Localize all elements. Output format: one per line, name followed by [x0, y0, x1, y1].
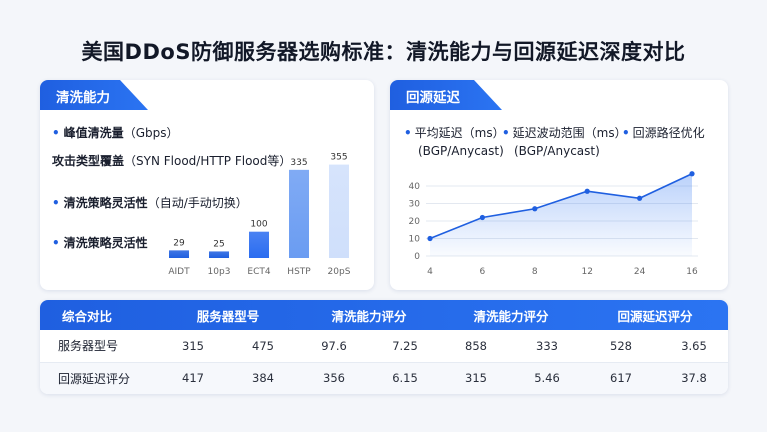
feature-detail: （Gbps） [123, 126, 179, 140]
y-tick-label: 0 [414, 252, 420, 262]
bar-value-label: 29 [173, 238, 185, 248]
table-cell: 528 [610, 338, 632, 353]
table-cell: 356 [323, 371, 345, 386]
latency-line-chart: 0 10 20 30 40 4 6 8 12 24 16 [409, 171, 698, 277]
table-cell: 315 [465, 371, 487, 386]
table-header-label: 综合对比 [62, 308, 113, 324]
feature-label: 攻击类型覆盖 [52, 154, 125, 168]
table-cell: 333 [536, 338, 558, 353]
table-header-row: 综合对比 服务器型号 清洗能力评分 清洗能力评分 回源延迟评分 [40, 300, 728, 330]
table-row: 服务器型号 315 475 97.6 7.25 858 333 528 3.65 [40, 330, 728, 362]
table-cell: 97.6 [321, 338, 347, 353]
bullet-icon: • [52, 196, 60, 210]
table-cell: 475 [252, 338, 274, 353]
feature-detail: （SYN Flood/HTTP Flood等） [124, 154, 292, 168]
data-point [637, 195, 643, 201]
bullet-icon: • [404, 126, 412, 140]
bullet-icon: • [502, 126, 510, 140]
bar [209, 251, 229, 258]
cleaning-bar-chart: 29 AIDT 25 10p3 100 ECT4 335 HSTP 355 20pS [168, 153, 351, 277]
feature-detail: （自动/手动切换） [147, 196, 248, 210]
bullet-icon: • [622, 126, 630, 140]
x-tick-label: 12 [581, 267, 592, 277]
bar-value-label: 25 [213, 239, 224, 249]
series-line [429, 173, 693, 240]
data-point [584, 188, 590, 194]
table-cell: 5.46 [534, 371, 560, 386]
comparison-table-panel: 综合对比 服务器型号 清洗能力评分 清洗能力评分 回源延迟评分 服务器型号 31… [40, 300, 728, 394]
y-tick-label: 30 [409, 200, 421, 210]
table-cell: 858 [465, 338, 487, 353]
x-tick-label: 24 [634, 267, 646, 277]
bar [289, 169, 309, 258]
x-tick-label: HSTP [287, 267, 311, 277]
table-cell: 6.15 [392, 371, 418, 386]
column-header: 回源延迟评分 [617, 308, 693, 324]
feature-policy-flexibility-2: • 清洗策略灵活性 [52, 234, 148, 251]
table-cell: 7.25 [392, 338, 418, 353]
bar [249, 231, 269, 258]
y-tick-label: 40 [409, 182, 421, 192]
row-label: 服务器型号 [58, 339, 119, 354]
bar [169, 250, 189, 258]
area-fill [430, 173, 692, 256]
y-tick-label: 20 [409, 217, 421, 227]
table-row: 回源延迟评分 417 384 356 6.15 315 5.46 617 37.… [40, 362, 728, 394]
column-header: 清洗能力评分 [473, 308, 549, 324]
feature-label: 清洗策略灵活性 [63, 196, 148, 210]
bullet-icon: • [52, 126, 60, 140]
x-tick-label: 4 [427, 267, 433, 277]
y-tick-label: 10 [409, 235, 421, 245]
legend-avg-latency-sub: (BGP/Anycast) [418, 144, 504, 158]
data-point [479, 214, 485, 221]
feature-label: 峰值清洗量 [63, 126, 124, 140]
feature-label: 清洗策略灵活性 [63, 236, 148, 250]
bullet-icon: • [52, 236, 60, 250]
legend-latency-range: • 延迟波动范围（ms） [502, 124, 627, 141]
bar-value-label: 355 [330, 153, 347, 163]
origin-latency-panel: 回源延迟 • 平均延迟（ms） (BGP/Anycast) • 延迟波动范围（ms）… [390, 80, 728, 290]
x-tick-label: 10p3 [208, 267, 231, 277]
table-cell: 3.65 [681, 338, 707, 353]
legend-avg-latency: • 平均延迟（ms） [404, 124, 505, 141]
legend-path-optimization: • 回源路径优化 [622, 124, 705, 141]
column-header: 清洗能力评分 [331, 308, 407, 324]
x-tick-label: ECT4 [247, 267, 270, 277]
table-cell: 37.8 [681, 371, 707, 386]
feature-policy-flexibility: • 清洗策略灵活性（自动/手动切换） [52, 194, 248, 211]
data-point [689, 171, 695, 177]
row-label: 回源延迟评分 [58, 371, 131, 386]
table-cell: 417 [182, 371, 204, 386]
legend-label: 延迟波动范围（ms） [512, 126, 627, 140]
x-tick-label: 16 [686, 267, 698, 277]
table-cell: 384 [252, 371, 274, 386]
legend-label: 回源路径优化 [632, 126, 705, 140]
x-tick-label: 8 [532, 267, 538, 277]
cleaning-capacity-panel: 清洗能力 • 峰值清洗量（Gbps） 攻击类型覆盖（SYN Flood/HTTP … [40, 80, 374, 290]
legend-latency-range-sub: (BGP/Anycast) [514, 144, 600, 158]
data-point [427, 235, 433, 242]
data-point [532, 206, 538, 212]
bar [329, 164, 349, 258]
x-tick-label: 20pS [328, 267, 351, 277]
x-tick-label: 6 [480, 267, 486, 277]
page-title: 美国DDoS防御服务器选购标准：清洗能力与回源延迟深度对比 [81, 40, 686, 64]
table-cell: 617 [610, 371, 632, 386]
comparison-table: 综合对比 服务器型号 清洗能力评分 清洗能力评分 回源延迟评分 服务器型号 31… [40, 300, 728, 394]
feature-attack-coverage: 攻击类型覆盖（SYN Flood/HTTP Flood等） [52, 152, 291, 169]
x-tick-label: AIDT [168, 267, 190, 277]
bar-value-label: 335 [290, 158, 307, 168]
feature-peak-cleaning: • 峰值清洗量（Gbps） [52, 124, 178, 141]
table-cell: 315 [182, 338, 204, 353]
legend-label: 平均延迟（ms） [414, 126, 505, 140]
column-header: 服务器型号 [196, 308, 260, 324]
bar-value-label: 100 [250, 220, 267, 230]
